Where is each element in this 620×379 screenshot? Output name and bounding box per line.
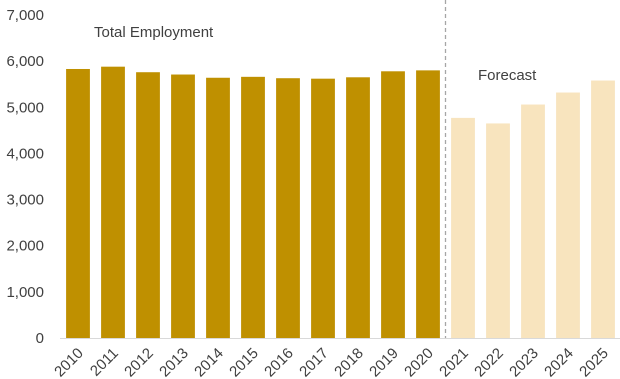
bars-group [66,66,615,339]
x-tick-label: 2023 [506,345,542,379]
employment-bar-2010 [66,68,90,338]
y-tick-label: 6,000 [6,53,44,70]
employment-bar-2015 [241,76,265,339]
x-tick-label: 2021 [436,345,472,379]
x-tick-label: 2018 [331,345,367,379]
forecast-bar-2021 [451,117,475,338]
employment-bar-2016 [276,78,300,339]
employment-bar-2013 [171,74,195,338]
forecast-bar-2022 [486,123,510,338]
total-employment-annotation: Total Employment [94,24,214,41]
forecast-bar-2024 [556,92,580,339]
y-tick-label: 3,000 [6,192,44,209]
y-tick-label: 7,000 [6,7,44,24]
x-tick-label: 2024 [541,345,577,379]
x-tick-label: 2011 [87,345,122,379]
x-tick-label: 2017 [296,345,332,379]
x-tick-label: 2020 [401,345,437,379]
forecast-annotation: Forecast [478,67,537,84]
x-tick-label: 2010 [51,345,87,379]
employment-bar-2012 [136,72,160,339]
x-tick-label: 2013 [156,345,192,379]
x-axis: 2010 2011 2012 2013 2014 2015 2016 2017 2018 2019… [51,338,620,379]
x-tick-label: 2014 [191,345,227,379]
y-tick-label: 4,000 [6,145,44,162]
x-tick-label: 2025 [576,345,612,379]
x-tick-label: 2012 [121,345,157,379]
forecast-bar-2025 [591,80,615,338]
employment-bar-2011 [101,66,125,339]
x-tick-label: 2022 [471,345,507,379]
y-axis: 0 1,000 2,000 3,000 4,000 5,000 6,000 7,000 [6,7,44,347]
employment-bar-2017 [311,78,335,339]
y-tick-label: 0 [36,330,44,347]
x-tick-label: 2016 [261,345,297,379]
employment-bar-2018 [346,77,370,339]
y-tick-label: 5,000 [6,99,44,116]
employment-bar-2020 [416,70,440,338]
employment-bar-2014 [206,77,230,339]
forecast-bar-2023 [521,104,545,338]
x-tick-label: 2019 [366,345,402,379]
employment-bar-2019 [381,71,405,339]
y-tick-label: 1,000 [6,284,44,301]
y-tick-label: 2,000 [6,238,44,255]
x-tick-label: 2015 [226,345,262,379]
